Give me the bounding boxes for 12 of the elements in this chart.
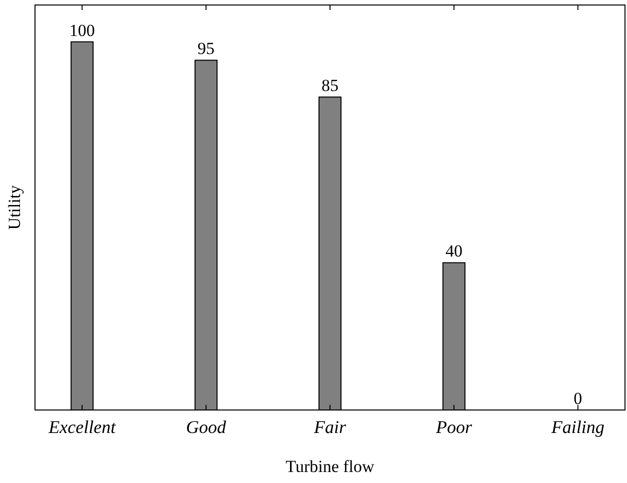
data-label: 95 xyxy=(198,39,215,58)
x-tick-label: Good xyxy=(186,416,228,437)
x-tick-label: Failing xyxy=(550,416,604,437)
data-label: 85 xyxy=(322,76,338,96)
x-tick-label: Excellent xyxy=(48,416,117,437)
data-label: 100 xyxy=(69,20,95,40)
x-axis-title: Turbine flow xyxy=(286,457,376,476)
data-label: 40 xyxy=(445,242,462,261)
x-tick-label: Fair xyxy=(312,416,347,437)
data-label: 0 xyxy=(574,389,582,408)
y-axis-title: Utility xyxy=(5,184,24,230)
x-tick-label: Poor xyxy=(434,416,473,437)
